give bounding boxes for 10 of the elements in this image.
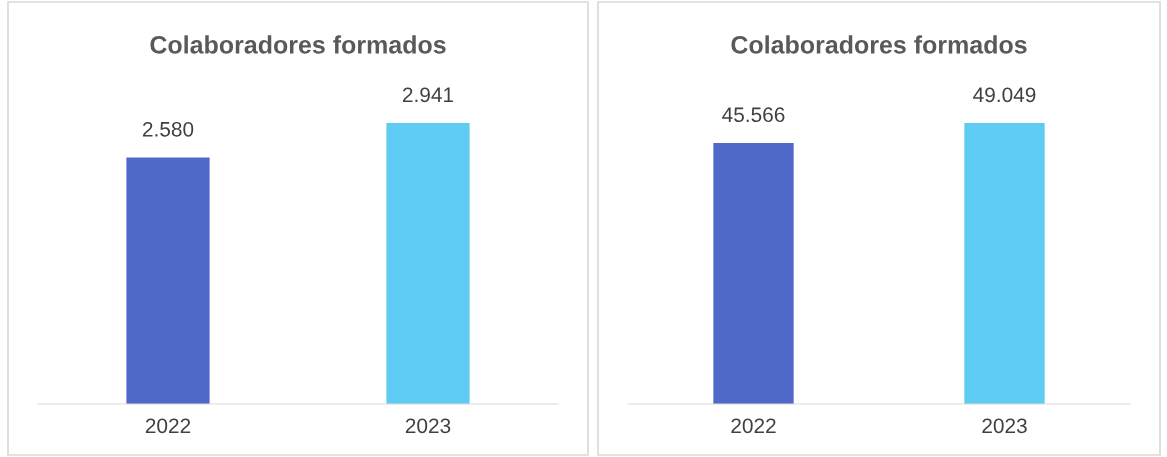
data-label: 2.941 bbox=[402, 87, 454, 103]
x-tick-label: 2023 bbox=[405, 418, 451, 434]
data-label: 49.049 bbox=[973, 87, 1036, 103]
x-tick-label: 2022 bbox=[731, 418, 776, 434]
x-tick-label: 2022 bbox=[145, 418, 191, 434]
data-label: 45.566 bbox=[722, 107, 785, 123]
x-tick-label: 2023 bbox=[982, 418, 1027, 434]
data-label: 2.580 bbox=[142, 121, 194, 137]
chart-title: Colaboradores formados bbox=[731, 35, 1027, 54]
chart-title: Colaboradores formados bbox=[150, 35, 446, 54]
